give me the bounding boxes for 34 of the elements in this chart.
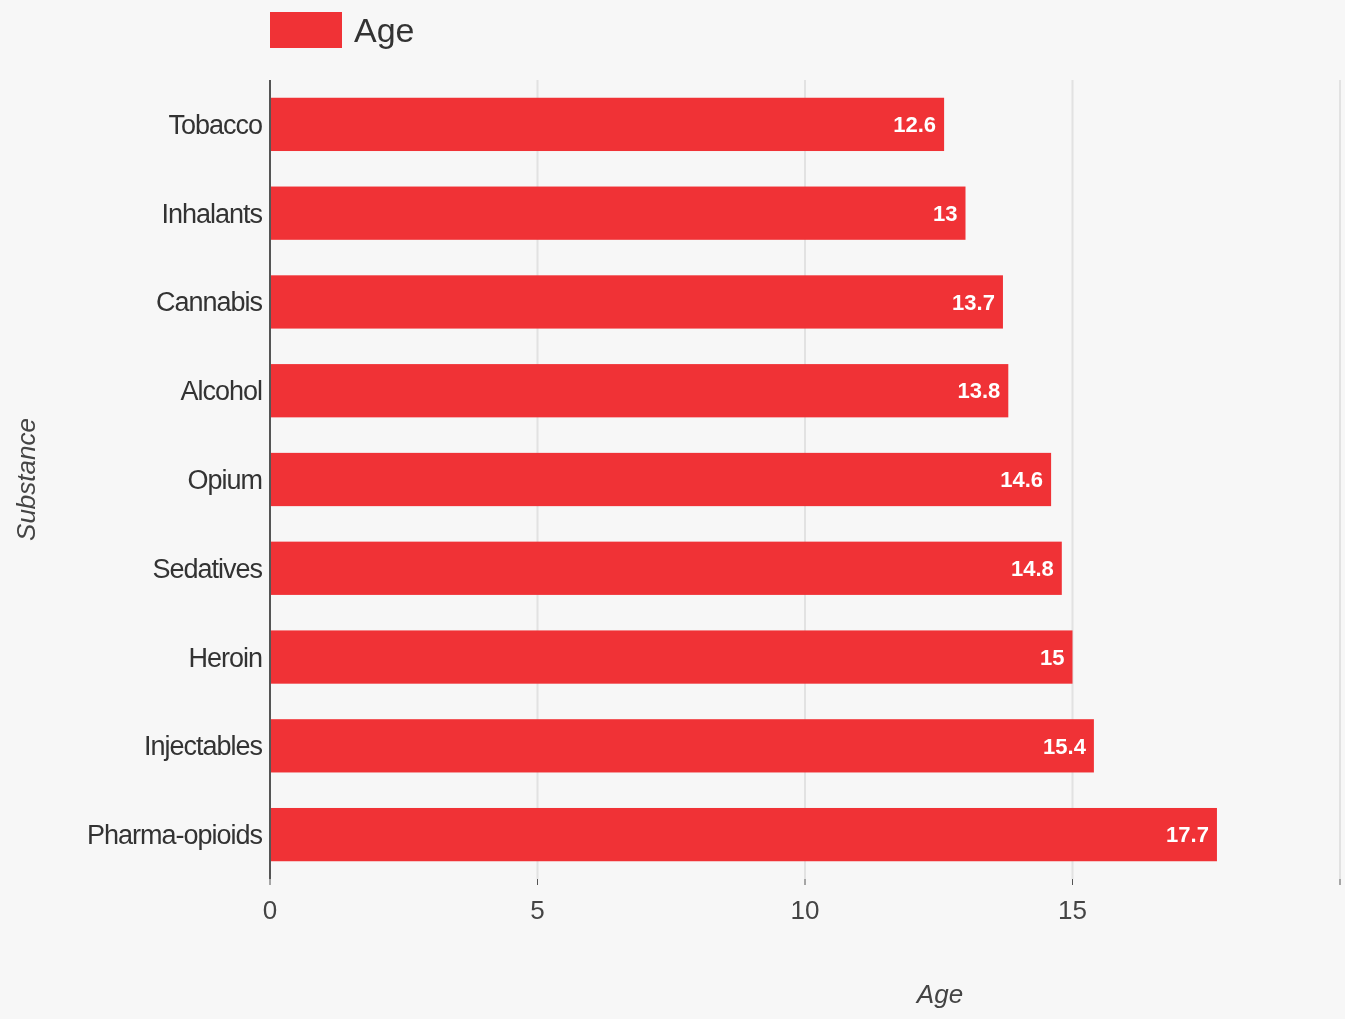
- bar: [270, 97, 945, 152]
- data-label: 17.7: [1166, 822, 1209, 848]
- legend-label: Age: [354, 10, 415, 49]
- bar: [270, 807, 1217, 862]
- data-label: 13.8: [957, 378, 1001, 404]
- data-label: 15: [1040, 644, 1065, 670]
- x-tick-label: 10: [790, 895, 820, 925]
- y-tick-label: Injectables: [143, 731, 263, 762]
- y-tick-label: Pharma-opioids: [86, 820, 263, 851]
- bar: [270, 541, 1062, 595]
- y-tick-label: Tobacco: [168, 109, 262, 140]
- bar: [270, 364, 1009, 418]
- bar: [270, 186, 966, 240]
- x-tick-label: 0: [262, 895, 278, 925]
- data-label: 14.8: [1010, 555, 1054, 581]
- data-label: 14.6: [1000, 467, 1044, 493]
- y-tick-label: Heroin: [188, 642, 262, 673]
- y-tick-label: Cannabis: [155, 287, 263, 318]
- bar: [270, 719, 1094, 773]
- y-tick-label: Sedatives: [152, 553, 263, 584]
- x-tick-label: 15: [1058, 895, 1087, 925]
- bar: [270, 275, 1003, 329]
- bar: [270, 452, 1052, 507]
- x-tick-label: 5: [530, 895, 545, 925]
- data-label: 12.6: [893, 112, 937, 138]
- data-label: 13: [933, 200, 958, 226]
- data-label: 15.4: [1043, 733, 1087, 759]
- y-tick-label: Alcohol: [180, 376, 262, 407]
- y-axis-title: Substance: [11, 418, 41, 541]
- y-tick-label: Opium: [187, 464, 262, 495]
- x-axis-title: Age: [914, 979, 964, 1009]
- data-label: 13.7: [952, 289, 995, 315]
- bar: [270, 630, 1073, 684]
- y-tick-label: Inhalants: [161, 198, 263, 229]
